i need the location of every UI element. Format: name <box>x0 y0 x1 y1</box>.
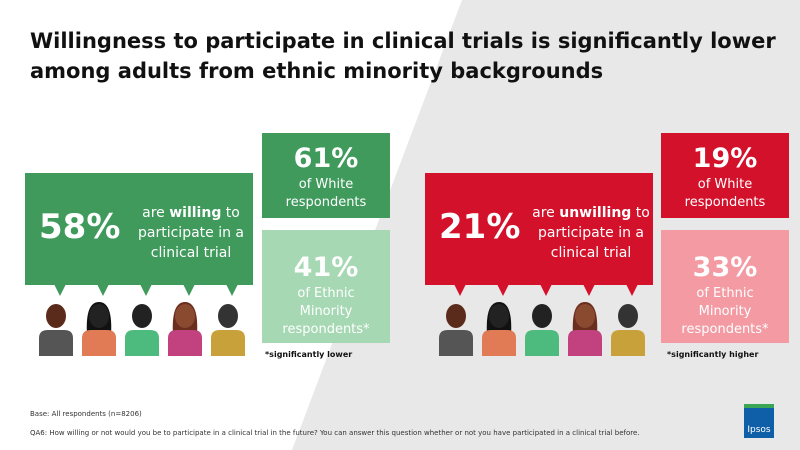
unwilling-bubble: 21% are unwilling to participate in a cl… <box>425 173 653 285</box>
question-note: QA6: How willing or not would you be to … <box>30 429 640 437</box>
main-value: 58% <box>39 207 121 247</box>
emphasis: unwilling <box>559 205 632 221</box>
minority-box: 33% of Ethnic Minority respondents* <box>661 230 789 343</box>
label: of Ethnic Minority respondents* <box>681 286 769 337</box>
value: 19% <box>692 143 758 174</box>
value: 41% <box>293 252 359 283</box>
head <box>89 304 109 328</box>
head <box>175 304 195 328</box>
head <box>218 304 238 328</box>
title-line: Willingness to participate in clinical t… <box>30 29 776 53</box>
head <box>532 304 552 328</box>
pointer <box>183 284 195 296</box>
body <box>211 330 245 356</box>
value: 33% <box>692 252 758 283</box>
pointer <box>140 284 152 296</box>
white-box: 61% of White respondents <box>262 133 390 218</box>
text: to participate in a clinical trial <box>538 205 650 261</box>
pointer <box>54 284 66 296</box>
title-line: among adults from ethnic minority backgr… <box>30 59 604 83</box>
value: 61% <box>293 143 359 174</box>
base-note: Base: All respondents (n=8206) <box>30 410 142 418</box>
head <box>132 304 152 328</box>
head <box>489 304 509 328</box>
head <box>575 304 595 328</box>
head <box>446 304 466 328</box>
pointer <box>454 284 466 296</box>
pointer <box>583 284 595 296</box>
text: are <box>142 205 170 221</box>
text: to participate in a clinical trial <box>138 205 244 261</box>
body <box>39 330 73 356</box>
pointer <box>497 284 509 296</box>
text: are <box>532 205 560 221</box>
pointer <box>540 284 552 296</box>
main-value: 21% <box>439 207 521 247</box>
body <box>439 330 473 356</box>
body <box>125 330 159 356</box>
body <box>482 330 516 356</box>
pointer <box>626 284 638 296</box>
body <box>168 330 202 356</box>
minority-box: 41% of Ethnic Minority respondents* <box>262 230 390 343</box>
willing-bubble: 58% are willing to participate in a clin… <box>25 173 253 285</box>
body <box>525 330 559 356</box>
head <box>618 304 638 328</box>
note: *significantly lower <box>265 350 353 359</box>
white-box: 19% of White respondents <box>661 133 789 218</box>
title: Willingness to participate in clinical t… <box>30 26 776 86</box>
label: of Ethnic Minority respondents* <box>282 286 370 337</box>
body <box>82 330 116 356</box>
head <box>46 304 66 328</box>
note: *significantly higher <box>667 350 759 359</box>
body <box>568 330 602 356</box>
body <box>611 330 645 356</box>
pointer <box>226 284 238 296</box>
people <box>39 284 645 356</box>
bubble-text: are unwilling to participate in a clinic… <box>531 203 651 263</box>
emphasis: willing <box>169 205 222 221</box>
bubble-text: are willing to participate in a clinical… <box>131 203 251 263</box>
label: of White respondents <box>684 177 766 210</box>
logo: Ipsos <box>744 404 774 438</box>
label: of White respondents <box>285 177 367 210</box>
pointer <box>97 284 109 296</box>
